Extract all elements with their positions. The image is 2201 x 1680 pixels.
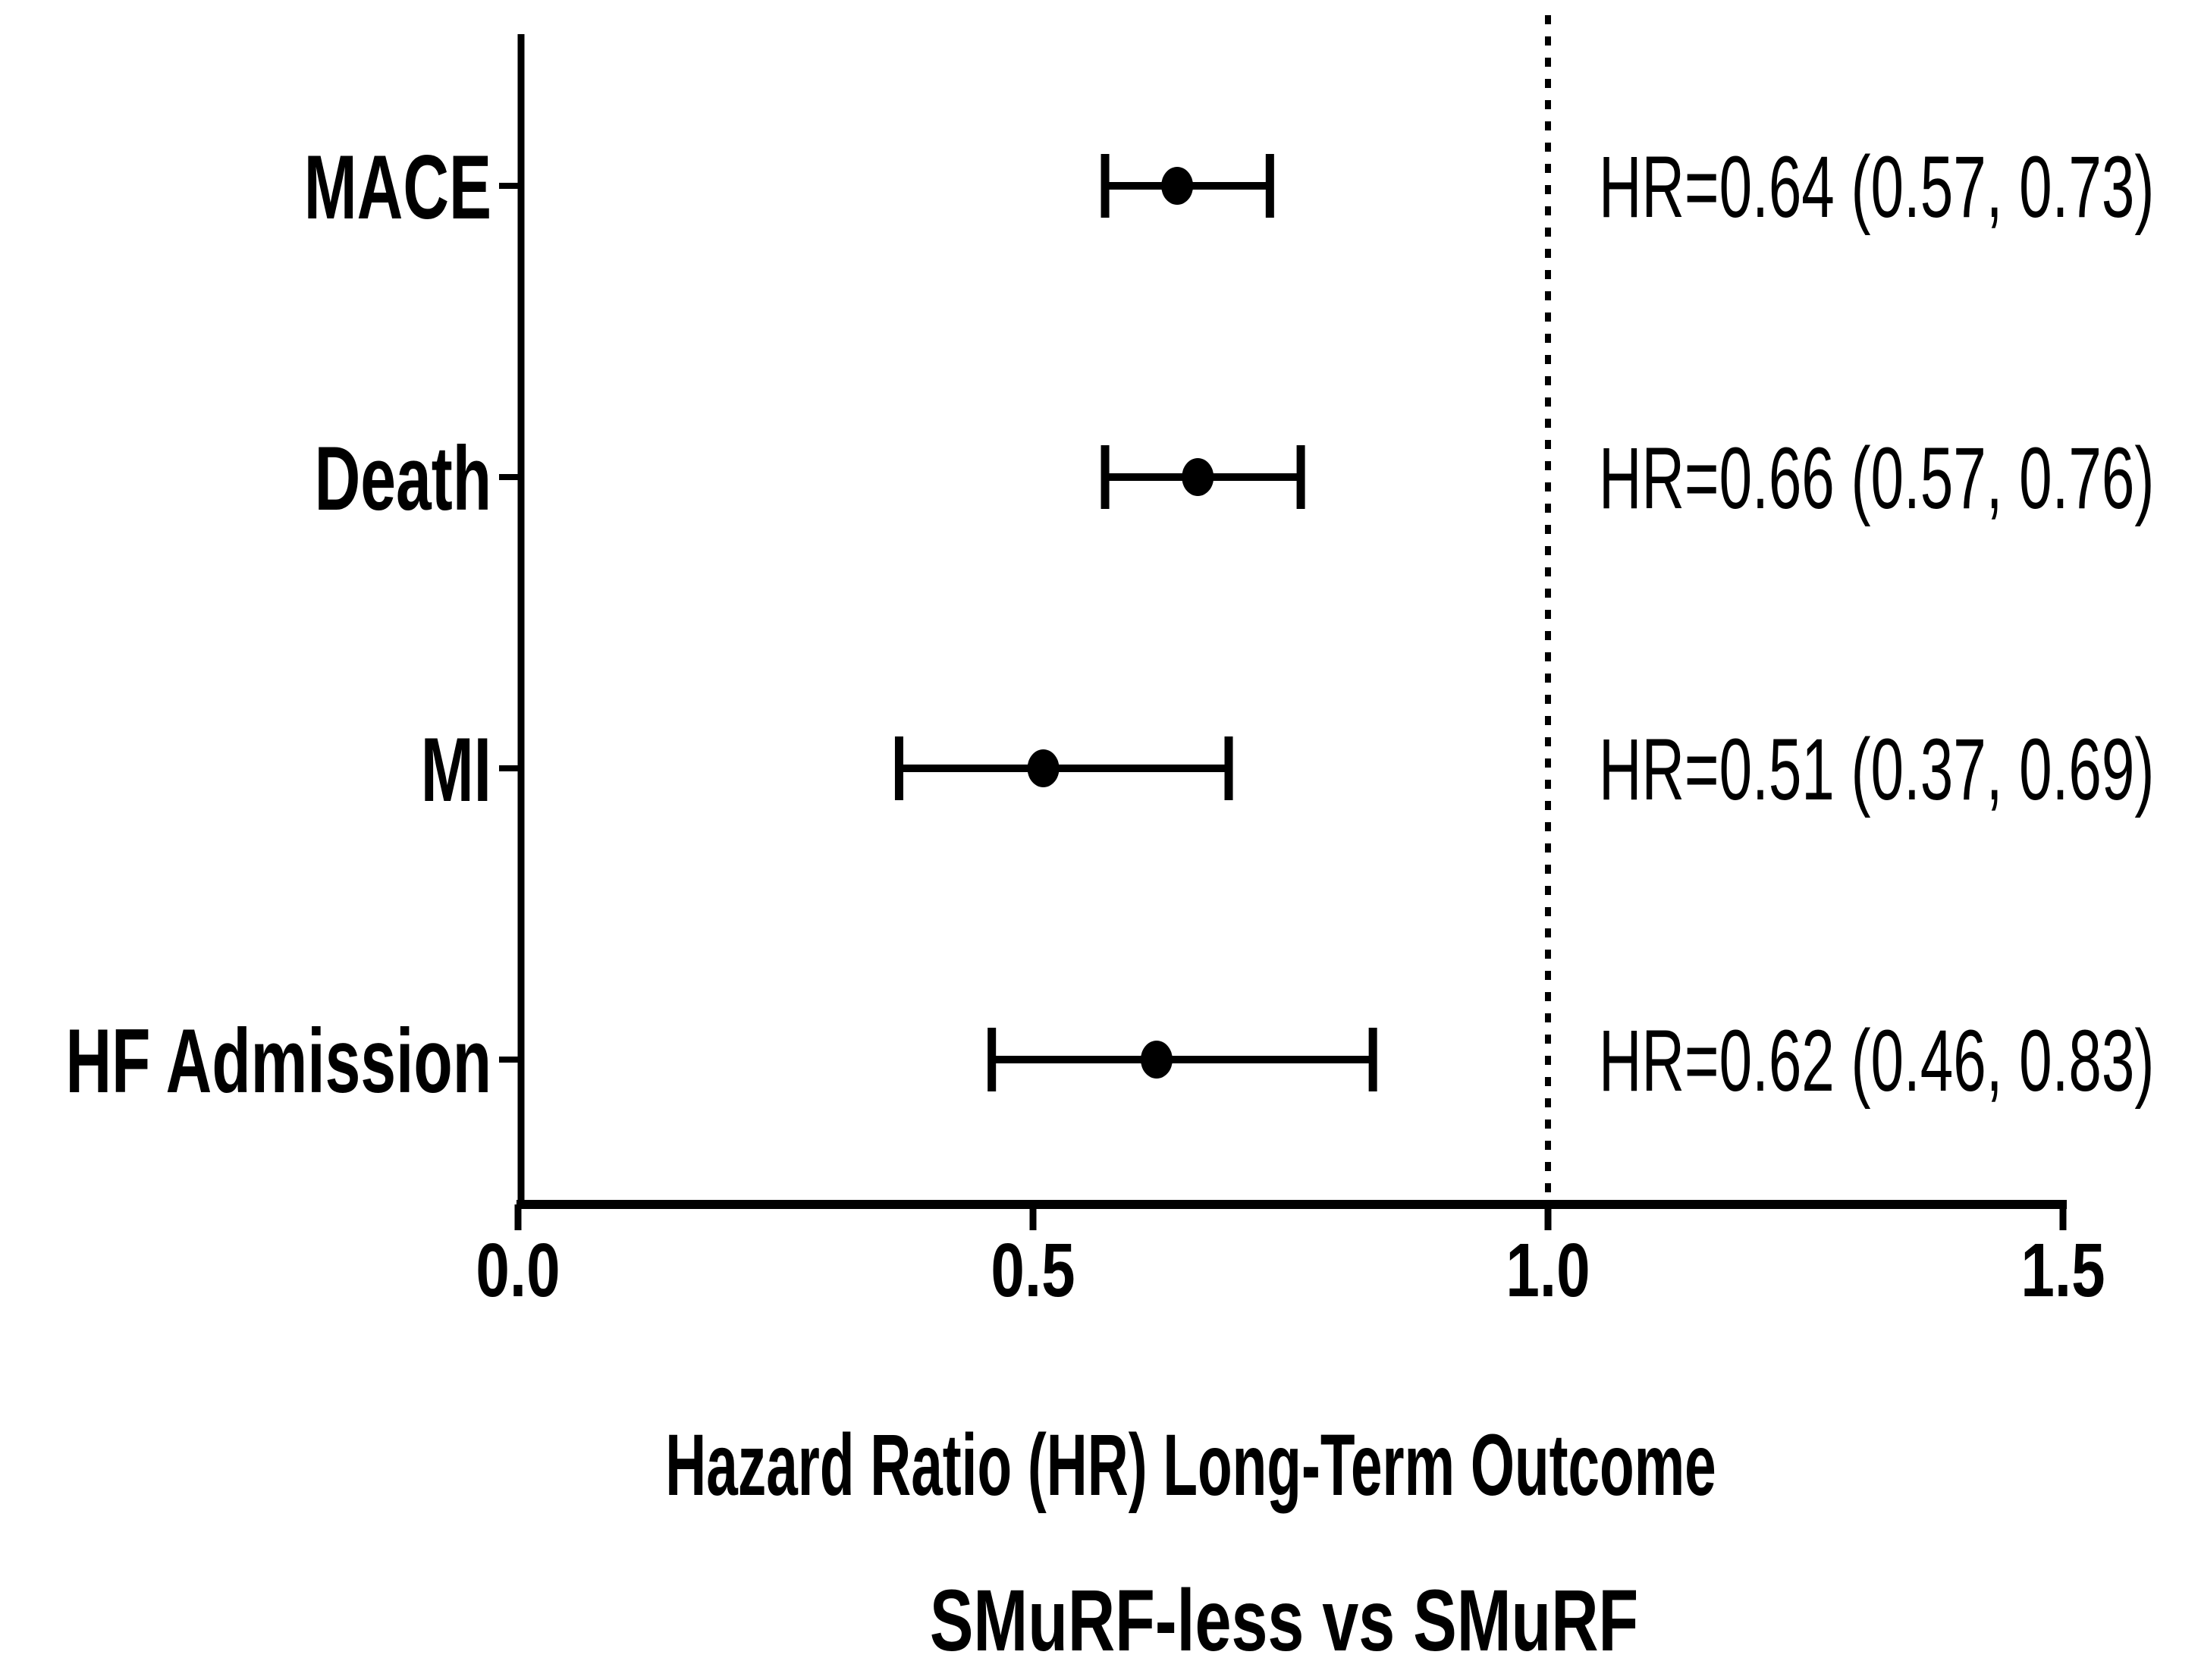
hr-annotation: HR=0.51 (0.37, 0.69) (1599, 721, 2154, 818)
forest-row: HF Admission HR=0.62 (0.46, 0.83) (65, 1010, 2154, 1111)
forest-row: Death HR=0.66 (0.57, 0.76) (315, 427, 2155, 529)
x-tick-label: 0.5 (991, 1229, 1075, 1314)
category-label: HF Admission (65, 1010, 491, 1111)
hr-point-marker (1182, 458, 1214, 496)
hr-annotation: HR=0.62 (0.46, 0.83) (1599, 1012, 2154, 1110)
rows-layer: MACE HR=0.64 (0.57, 0.73) Death HR=0.66 (0.… (65, 136, 2154, 1111)
hr-point-marker (1161, 167, 1194, 205)
category-label: MI (421, 718, 491, 820)
hr-point-marker (1027, 749, 1060, 787)
chart-subtitle: SMuRF-less vs SMuRF (930, 1572, 1638, 1669)
category-label: Death (315, 427, 491, 529)
x-tick-label: 0.0 (476, 1229, 560, 1314)
forest-row: MI HR=0.51 (0.37, 0.69) (421, 718, 2155, 820)
x-axis-title: Hazard Ratio (HR) Long-Term Outcome (665, 1416, 1716, 1514)
x-tick-label: 1.0 (1506, 1229, 1590, 1314)
hr-annotation: HR=0.64 (0.57, 0.73) (1599, 138, 2154, 236)
x-tick-label: 1.5 (2020, 1229, 2105, 1314)
forest-row: MACE HR=0.64 (0.57, 0.73) (304, 136, 2155, 237)
hr-annotation: HR=0.66 (0.57, 0.76) (1599, 429, 2154, 527)
category-label: MACE (304, 136, 491, 237)
hr-point-marker (1140, 1041, 1173, 1079)
axes-layer: 0.0 0.5 1.0 1.5 (476, 15, 2105, 1313)
